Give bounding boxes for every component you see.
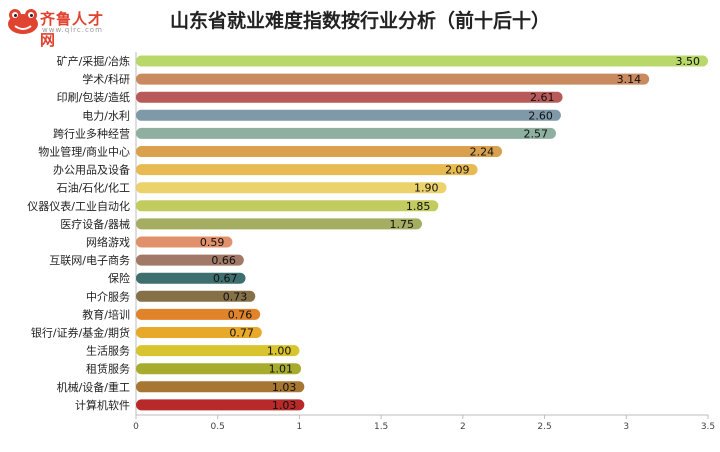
data-label: 0.66 bbox=[211, 254, 236, 267]
data-label: 2.09 bbox=[445, 164, 470, 177]
data-label: 2.24 bbox=[470, 146, 495, 159]
category-label: 学术/科研 bbox=[82, 72, 130, 86]
bar bbox=[136, 399, 305, 411]
bar bbox=[136, 109, 561, 121]
category-label: 印刷/包装/造纸 bbox=[57, 90, 130, 104]
category-label: 跨行业多种经营 bbox=[53, 126, 130, 140]
category-label: 银行/证券/基金/期货 bbox=[31, 326, 130, 340]
data-label: 1.03 bbox=[272, 381, 297, 394]
data-label: 1.01 bbox=[269, 363, 294, 376]
bar bbox=[136, 55, 708, 67]
data-label: 3.14 bbox=[617, 73, 642, 86]
bar bbox=[136, 254, 244, 266]
category-label: 矿产/采掘/冶炼 bbox=[57, 54, 130, 68]
category-label: 医疗设备/器械 bbox=[60, 217, 130, 231]
data-label: 2.60 bbox=[528, 109, 553, 122]
category-label: 计算机软件 bbox=[75, 398, 130, 412]
bar bbox=[136, 308, 261, 320]
bar bbox=[136, 363, 302, 375]
chart-title: 山东省就业难度指数按行业分析（前十后十） bbox=[169, 10, 550, 32]
data-label: 1.75 bbox=[390, 218, 415, 231]
bar bbox=[136, 91, 563, 103]
data-label: 1.00 bbox=[267, 345, 292, 358]
x-tick-label: 2.5 bbox=[537, 422, 551, 432]
category-label: 租赁服务 bbox=[86, 362, 130, 376]
data-label: 2.57 bbox=[524, 127, 549, 140]
bar bbox=[136, 272, 246, 284]
data-label: 3.50 bbox=[676, 55, 701, 68]
x-tick-label: 0 bbox=[133, 422, 139, 432]
category-label: 机械/设备/重工 bbox=[57, 380, 130, 394]
data-label: 0.76 bbox=[228, 308, 253, 321]
category-label: 物业管理/商业中心 bbox=[38, 145, 130, 159]
data-label: 0.73 bbox=[223, 290, 248, 303]
category-label: 互联网/电子商务 bbox=[49, 253, 130, 267]
category-label: 网络游戏 bbox=[86, 235, 130, 249]
data-label: 0.59 bbox=[200, 236, 225, 249]
site-logo[interactable]: 齐鲁人才网 www.qlrc.com bbox=[4, 4, 116, 49]
x-tick-label: 3.5 bbox=[701, 422, 715, 432]
category-label: 生活服务 bbox=[86, 344, 130, 358]
x-tick-label: 2 bbox=[460, 422, 466, 432]
data-label: 0.67 bbox=[213, 272, 238, 285]
data-label: 2.61 bbox=[530, 91, 555, 104]
bar bbox=[136, 236, 233, 248]
bar bbox=[136, 164, 478, 176]
frog-mascot-icon bbox=[8, 9, 38, 34]
data-label: 1.03 bbox=[272, 399, 297, 412]
category-label: 保险 bbox=[108, 271, 130, 285]
bar bbox=[136, 218, 422, 230]
x-tick-label: 3 bbox=[623, 422, 629, 432]
category-label: 中介服务 bbox=[86, 290, 130, 303]
category-label: 办公用品及设备 bbox=[53, 163, 130, 177]
bar bbox=[136, 127, 557, 139]
bar bbox=[136, 345, 300, 357]
category-label: 教育/培训 bbox=[82, 307, 130, 321]
bar bbox=[136, 182, 447, 194]
logo-text: 齐鲁人才网 bbox=[40, 10, 105, 49]
data-label: 1.85 bbox=[406, 200, 431, 213]
x-tick-label: 0.5 bbox=[211, 422, 225, 432]
data-label: 0.77 bbox=[229, 327, 254, 340]
x-tick-label: 1.5 bbox=[374, 422, 388, 432]
logo-domain: www.qlrc.com bbox=[42, 26, 103, 34]
bar bbox=[136, 146, 503, 157]
bar bbox=[136, 381, 305, 393]
bar bbox=[136, 73, 650, 85]
category-label: 石油/石化/化工 bbox=[57, 181, 130, 195]
bar bbox=[136, 290, 256, 302]
category-label: 电力/水利 bbox=[82, 109, 130, 122]
x-tick-label: 1 bbox=[297, 422, 303, 432]
bar bbox=[136, 327, 262, 338]
category-label: 仪器仪表/工业自动化 bbox=[27, 199, 130, 213]
data-label: 1.90 bbox=[414, 182, 439, 195]
bar bbox=[136, 200, 439, 212]
